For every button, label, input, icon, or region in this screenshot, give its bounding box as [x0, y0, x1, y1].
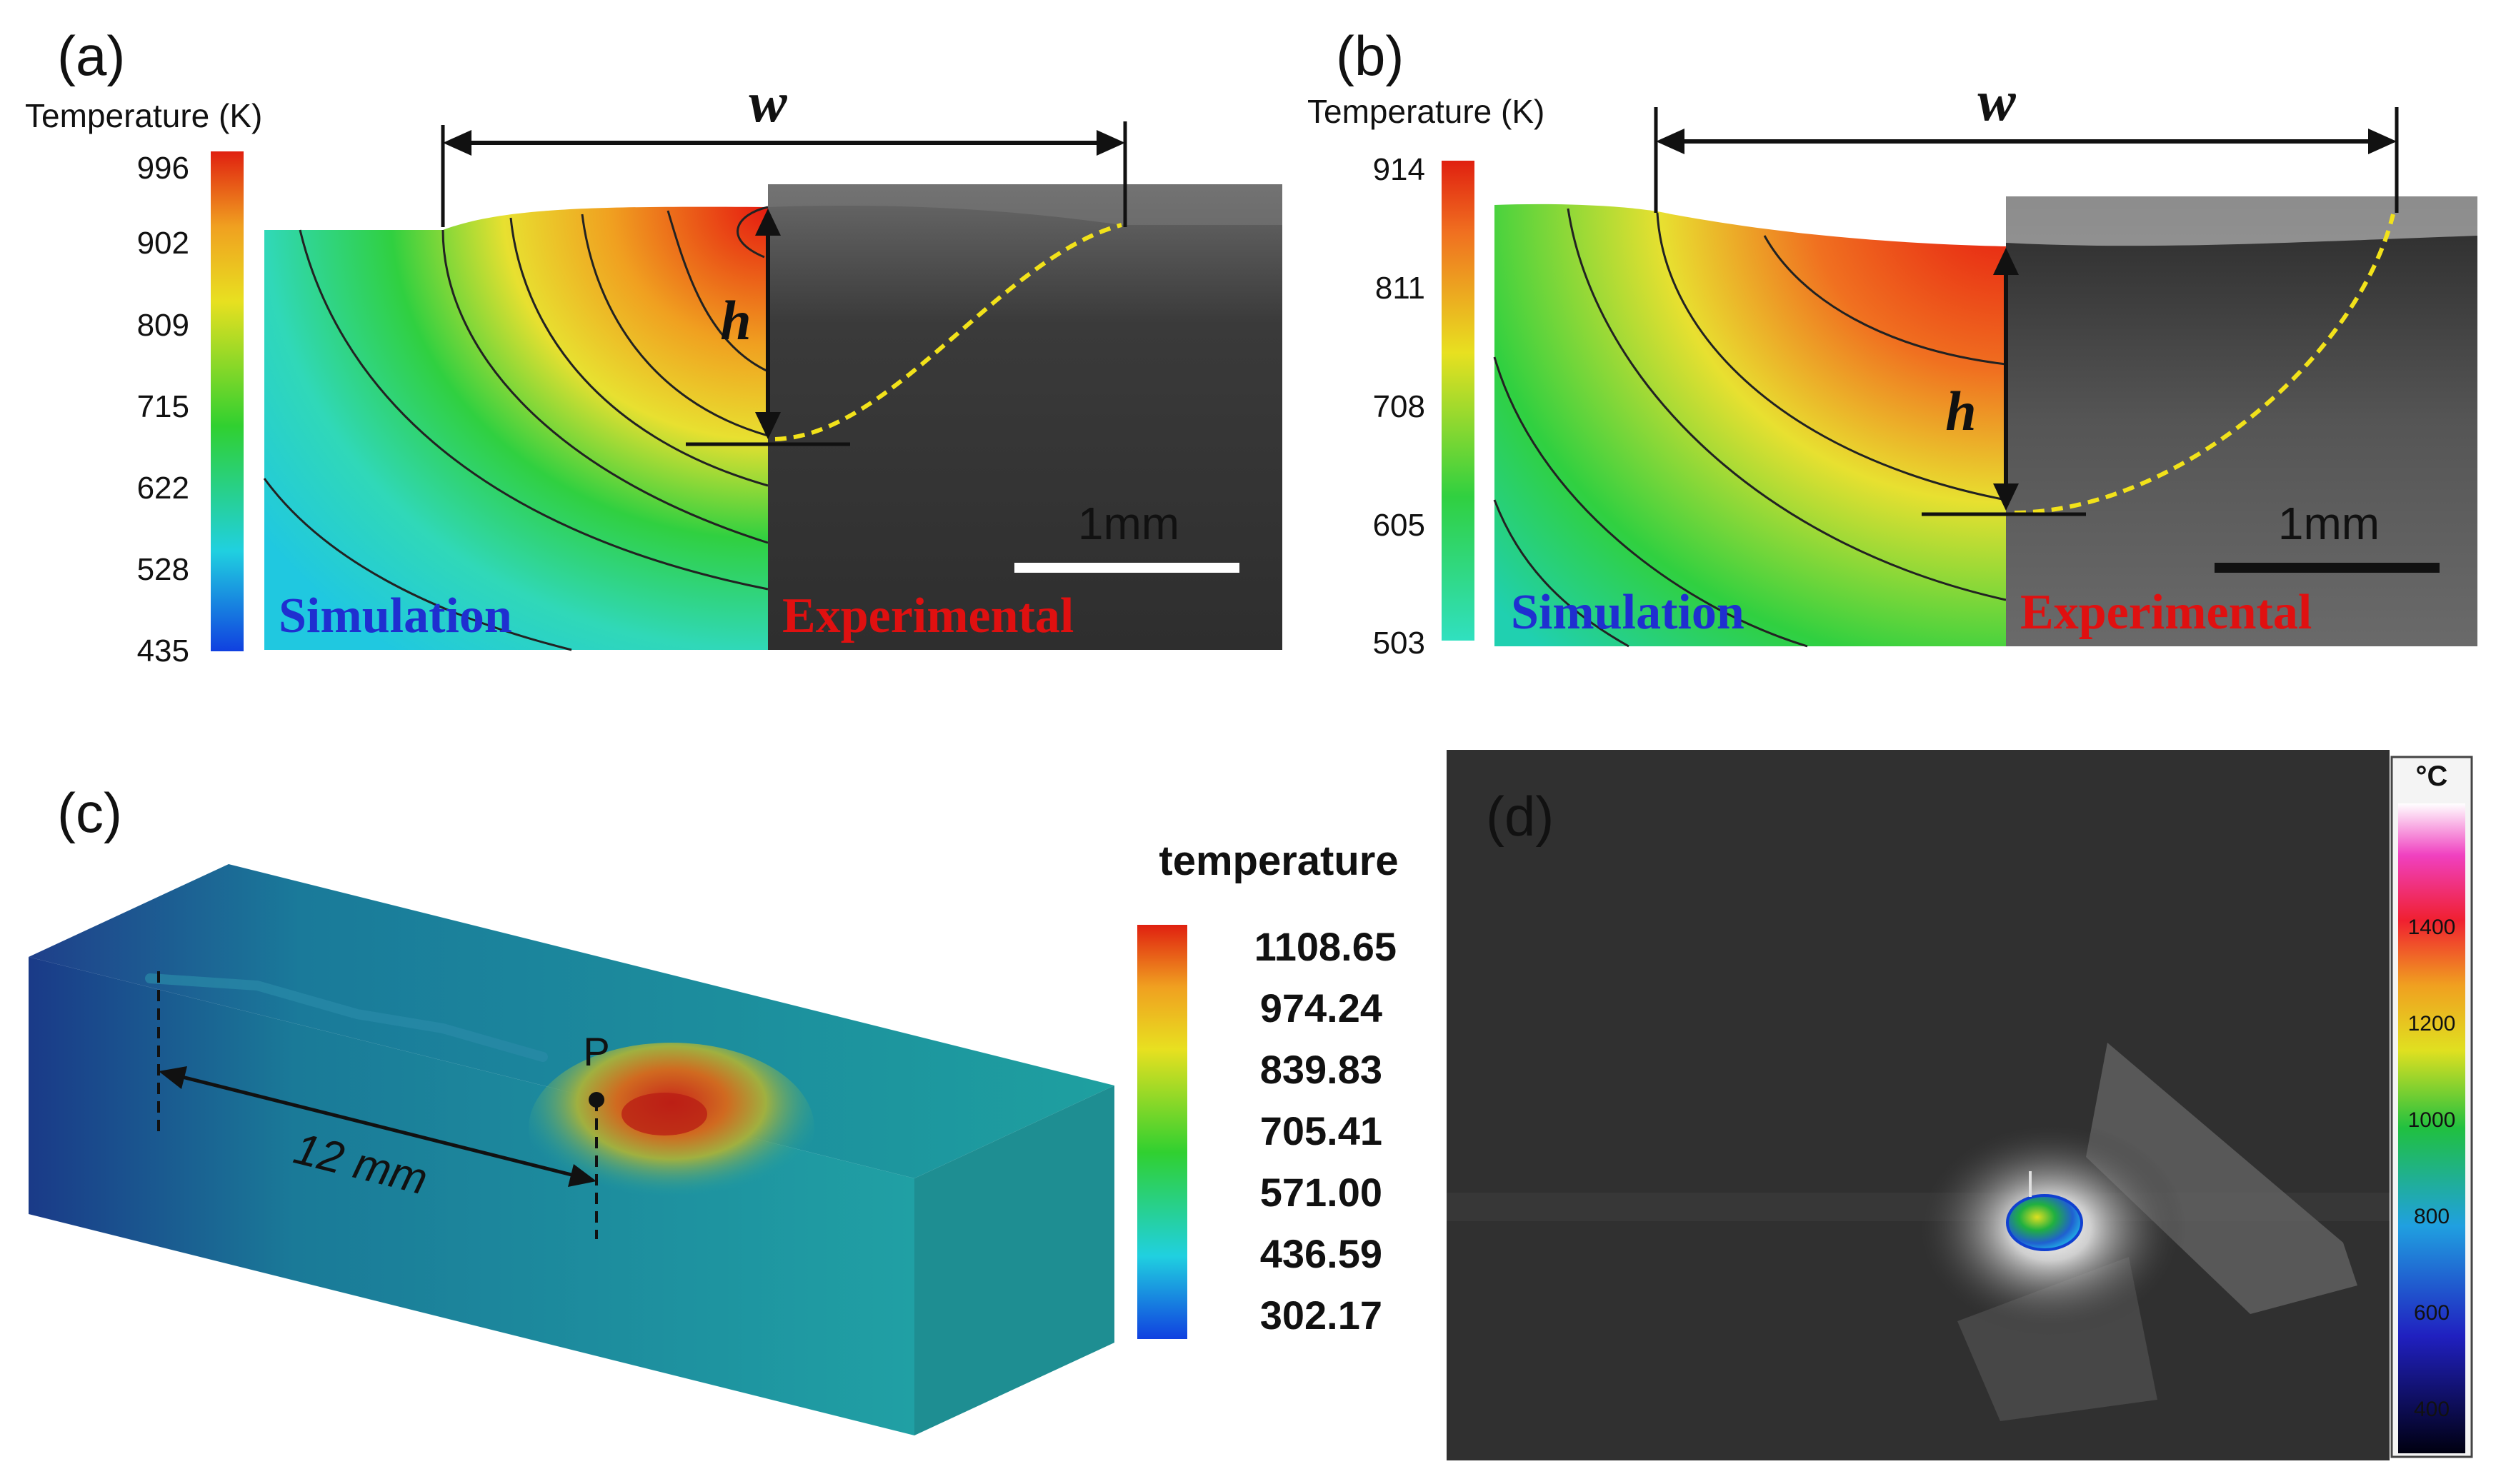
- panel-d: (d) °C 1400 1200 1000 800 600 400: [1447, 750, 2473, 1460]
- panel-d-thermal-image: [1447, 750, 2390, 1460]
- panel-c-legend-title: temperature: [1159, 838, 1398, 884]
- panel-d-melt-pool: [2006, 1194, 2083, 1251]
- panel-b-scale-label: 1mm: [2278, 498, 2380, 549]
- panel-a-scale-label: 1mm: [1078, 498, 1179, 549]
- panel-b-height-symbol: h: [1945, 380, 1976, 442]
- panel-b-simulation-field: [1494, 204, 2006, 647]
- panel-c-block-side: [914, 1086, 1114, 1435]
- panel-a-colorbar: [211, 151, 244, 651]
- panel-a-tick: 809: [137, 308, 189, 343]
- panel-d-tick: 1400: [2408, 916, 2456, 939]
- panel-c-tick: 436.59: [1260, 1231, 1382, 1276]
- panel-a-tick: 622: [137, 471, 189, 506]
- panel-d-plate: [2086, 1043, 2357, 1314]
- panel-b-tick: 605: [1373, 508, 1425, 543]
- panel-b-tick: 811: [1375, 271, 1425, 306]
- panel-d-tick: 400: [2414, 1398, 2450, 1421]
- panel-d-label: (d): [1486, 785, 1554, 848]
- panel-c-tick: 705.41: [1260, 1108, 1382, 1153]
- panel-b-tick: 708: [1373, 389, 1425, 424]
- panel-c-tick: 974.24: [1260, 986, 1382, 1031]
- panel-a-melt-boundary: [774, 223, 1122, 441]
- panel-c-point-marker: [589, 1092, 604, 1108]
- panel-b-colorbar: [1442, 161, 1474, 641]
- panel-c-colorbar: [1137, 925, 1187, 1339]
- panel-b-isotherms: [1493, 208, 2007, 648]
- panel-c-label: (c): [57, 781, 122, 844]
- panel-b-melt-boundary: [2014, 214, 2395, 515]
- panel-a-tick: 435: [137, 633, 189, 668]
- panel-a-width-symbol: w: [749, 71, 787, 134]
- panel-b: (b) Temperature (K) 914 811 708 605 503: [1307, 24, 2477, 661]
- panel-b-simulation-label: Simulation: [1511, 585, 1744, 640]
- panel-a-label: (a): [57, 24, 125, 87]
- panel-d-tick: 600: [2414, 1301, 2450, 1325]
- panel-a-tick: 996: [137, 151, 189, 186]
- panel-d-unit: °C: [2416, 761, 2448, 792]
- panel-b-tick: 503: [1373, 626, 1425, 661]
- panel-b-label: (b): [1336, 24, 1404, 87]
- panel-b-tick: 914: [1373, 152, 1425, 187]
- panel-c-tick: 1108.65: [1254, 924, 1397, 969]
- panel-a-simulation-label: Simulation: [279, 588, 512, 643]
- panel-c-tick: 839.83: [1260, 1047, 1382, 1092]
- panel-d-tick: 1200: [2408, 1012, 2456, 1036]
- panel-b-width-symbol: w: [1977, 70, 2016, 133]
- panel-a-height-symbol: h: [720, 289, 751, 351]
- panel-c-tick: 571.00: [1260, 1170, 1382, 1215]
- panel-a-isotherms: [263, 206, 769, 651]
- panel-c-block-front: [29, 957, 914, 1435]
- panel-d-colorbar: [2398, 803, 2465, 1453]
- panel-a-experimental-label: Experimental: [782, 588, 1074, 643]
- panel-b-experimental-image: [2006, 196, 2477, 646]
- panel-c-tick: 302.17: [1260, 1293, 1382, 1338]
- panel-d-tick: 1000: [2408, 1108, 2456, 1132]
- panel-c-block-top: [29, 864, 1114, 1178]
- panel-b-colorbar-title: Temperature (K): [1307, 93, 1544, 130]
- panel-a-colorbar-title: Temperature (K): [25, 97, 262, 134]
- panel-c: (c) P 12 mm temperature 1108.65 974.24 8…: [29, 781, 1399, 1435]
- panel-d-tick: 800: [2414, 1205, 2450, 1228]
- panel-a-tick: 902: [137, 226, 189, 261]
- panel-a-simulation-field: [264, 206, 768, 650]
- panel-a: (a) Temperature (K) 996 902 809 715 622 …: [25, 24, 1282, 668]
- panel-c-distance-arrow: [181, 1075, 572, 1177]
- panel-c-point-label: P: [583, 1029, 609, 1074]
- panel-a-tick: 528: [137, 552, 189, 587]
- panel-a-tick: 715: [137, 389, 189, 424]
- panel-b-experimental-label: Experimental: [2020, 585, 2312, 640]
